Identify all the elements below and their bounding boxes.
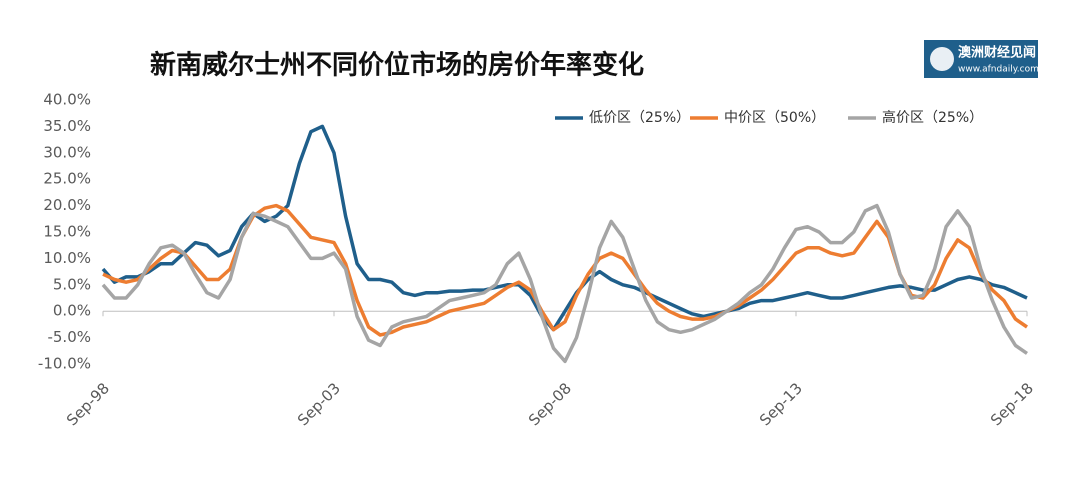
- y-tick-label: 10.0%: [43, 249, 91, 267]
- series-line: [101, 203, 1028, 364]
- x-tick-label: Sep-18: [987, 379, 1037, 429]
- y-tick-label: 20.0%: [43, 196, 91, 214]
- y-tick-label: 35.0%: [43, 117, 91, 135]
- y-tick-label: 30.0%: [43, 143, 91, 161]
- x-tick-label: Sep-03: [294, 379, 344, 429]
- y-tick-label: 0.0%: [53, 302, 91, 320]
- y-tick-label: -10.0%: [38, 355, 91, 373]
- y-tick-label: 5.0%: [53, 275, 91, 293]
- legend-label: 低价区（25%）: [589, 110, 690, 126]
- x-tick-label: Sep-98: [63, 379, 113, 429]
- legend-label: 中价区（50%）: [724, 110, 825, 126]
- y-tick-label: 15.0%: [43, 223, 91, 241]
- x-tick-label: Sep-13: [756, 379, 806, 429]
- logo-url: www.afndaily.com: [958, 65, 1039, 75]
- legend-label: 高价区（25%）: [882, 109, 983, 126]
- x-tick-label: Sep-08: [525, 379, 575, 429]
- logo-icon: [930, 47, 954, 71]
- logo-name: 澳洲财经见闻: [958, 45, 1036, 61]
- y-tick-label: 25.0%: [43, 170, 91, 188]
- chart-title: 新南威尔士州不同价位市场的房价年率变化: [150, 50, 644, 81]
- y-tick-label: 40.0%: [43, 91, 91, 109]
- y-tick-label: -5.0%: [47, 328, 91, 346]
